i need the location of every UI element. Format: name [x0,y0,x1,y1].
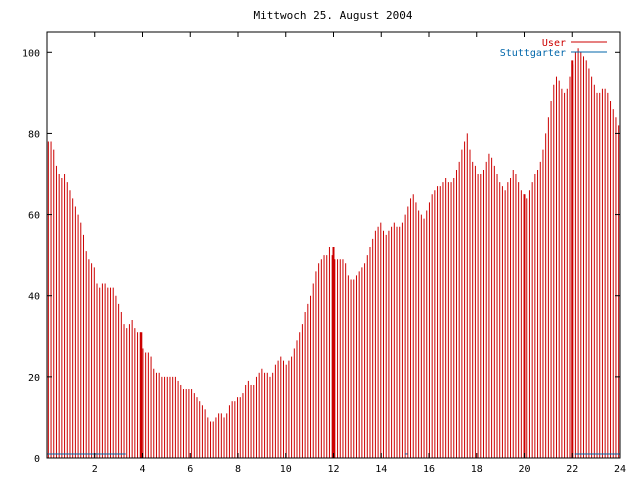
x-tick-label: 4 [139,464,145,475]
x-tick-label: 24 [614,464,626,475]
y-tick-label: 80 [28,129,40,140]
x-tick-label: 18 [471,464,483,475]
x-tick-label: 16 [423,464,435,475]
x-tick-label: 10 [280,464,292,475]
y-tick-label: 60 [28,211,40,222]
y-tick-label: 20 [28,373,40,384]
bars-layer [47,48,620,458]
x-tick-label: 8 [235,464,241,475]
x-tick-label: 14 [375,464,387,475]
legend-label-stuttgarter: Stuttgarter [500,48,566,59]
y-tick-label: 100 [22,48,40,59]
y-tick-label: 0 [34,454,40,465]
x-tick-label: 12 [327,464,339,475]
legend: User Stuttgarter [500,38,607,59]
x-tick-label: 22 [566,464,578,475]
legend-label-user: User [542,38,566,49]
chart-title: Mittwoch 25. August 2004 [254,9,413,22]
x-tick-label: 20 [518,464,530,475]
x-tick-label: 2 [92,464,98,475]
x-tick-label: 6 [187,464,193,475]
y-tick-label: 40 [28,292,40,303]
